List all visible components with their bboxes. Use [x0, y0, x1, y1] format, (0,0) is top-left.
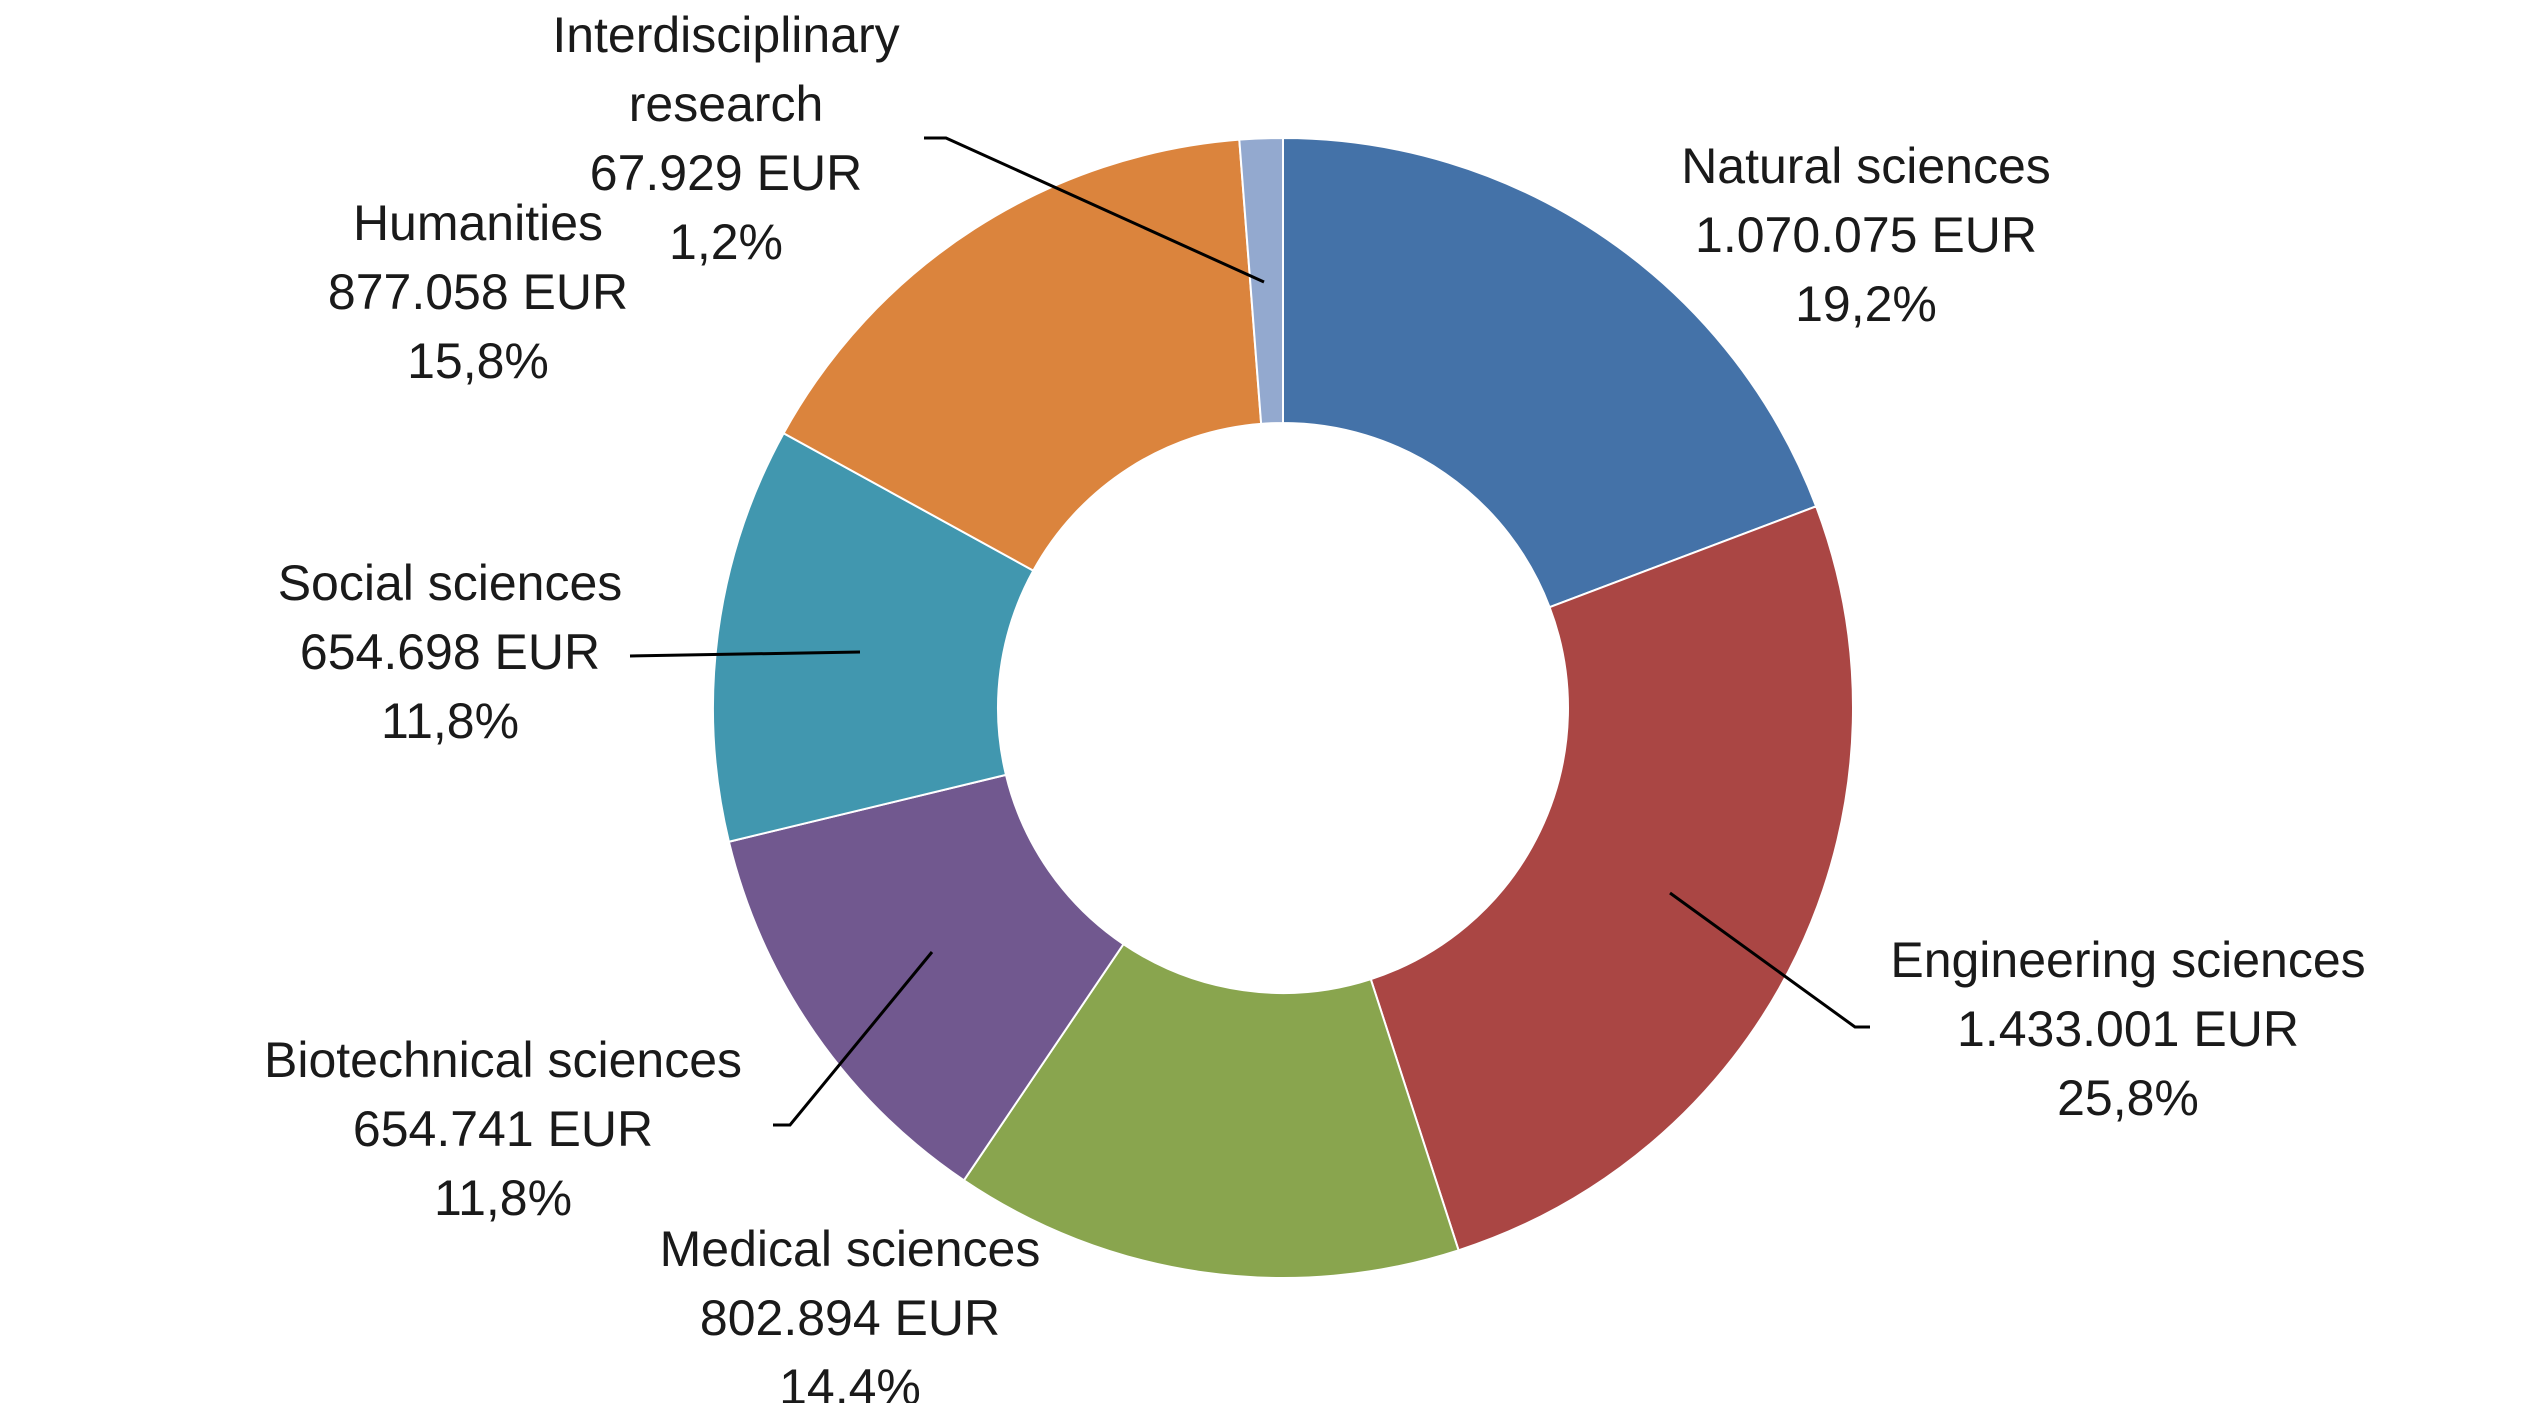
- label-humanities-name: Humanities: [353, 195, 603, 251]
- slice-humanities: [782, 138, 1263, 572]
- slice-engineering-sciences: [1369, 505, 1854, 1252]
- label-humanities-value: 877.058 EUR: [328, 264, 628, 320]
- label-interdisciplinary-research-value: 67.929 EUR: [590, 145, 862, 201]
- label-medical-sciences-value: 802.894 EUR: [700, 1290, 1000, 1346]
- label-biotechnical-sciences-value: 654.741 EUR: [353, 1101, 653, 1157]
- label-medical-sciences-percent: 14,4%: [779, 1359, 921, 1403]
- label-interdisciplinary-research-name: Interdisciplinary: [552, 7, 899, 63]
- label-natural-sciences-name: Natural sciences: [1681, 138, 2051, 194]
- leader-lines: [629, 136, 1870, 1127]
- leader-engineering-sciences: [1669, 891, 1870, 1029]
- label-social-sciences-percent: 11,8%: [381, 693, 519, 749]
- slice-biotechnical-sciences: [727, 773, 1125, 1182]
- slice-medical-sciences: [962, 942, 1460, 1280]
- leader-interdisciplinary-research: [924, 136, 1265, 284]
- label-engineering-sciences-value: 1.433.001 EUR: [1957, 1001, 2299, 1057]
- slice-natural-sciences: [1282, 136, 1818, 609]
- label-biotechnical-sciences-percent: 11,8%: [434, 1170, 572, 1226]
- label-interdisciplinary-research-name: research: [629, 76, 824, 132]
- label-engineering-sciences-name: Engineering sciences: [1890, 932, 2365, 988]
- label-natural-sciences-percent: 19,2%: [1795, 276, 1937, 332]
- data-labels: Natural sciences 1.070.075 EUR 19,2% Engine…: [264, 7, 2366, 1403]
- label-engineering-sciences-percent: 25,8%: [2057, 1070, 2199, 1126]
- label-medical-sciences-name: Medical sciences: [660, 1221, 1041, 1277]
- slice-social-sciences: [712, 431, 1035, 843]
- label-biotechnical-sciences-name: Biotechnical sciences: [264, 1032, 742, 1088]
- label-humanities-percent: 15,8%: [407, 333, 549, 389]
- label-social-sciences-value: 654.698 EUR: [300, 624, 600, 680]
- label-social-sciences-name: Social sciences: [278, 555, 623, 611]
- label-interdisciplinary-research-percent: 1,2%: [669, 214, 783, 270]
- leader-social-sciences: [629, 650, 861, 658]
- leader-biotechnical-sciences: [773, 951, 934, 1127]
- label-natural-sciences-value: 1.070.075 EUR: [1695, 207, 2037, 263]
- chart-slices: [712, 136, 1854, 1280]
